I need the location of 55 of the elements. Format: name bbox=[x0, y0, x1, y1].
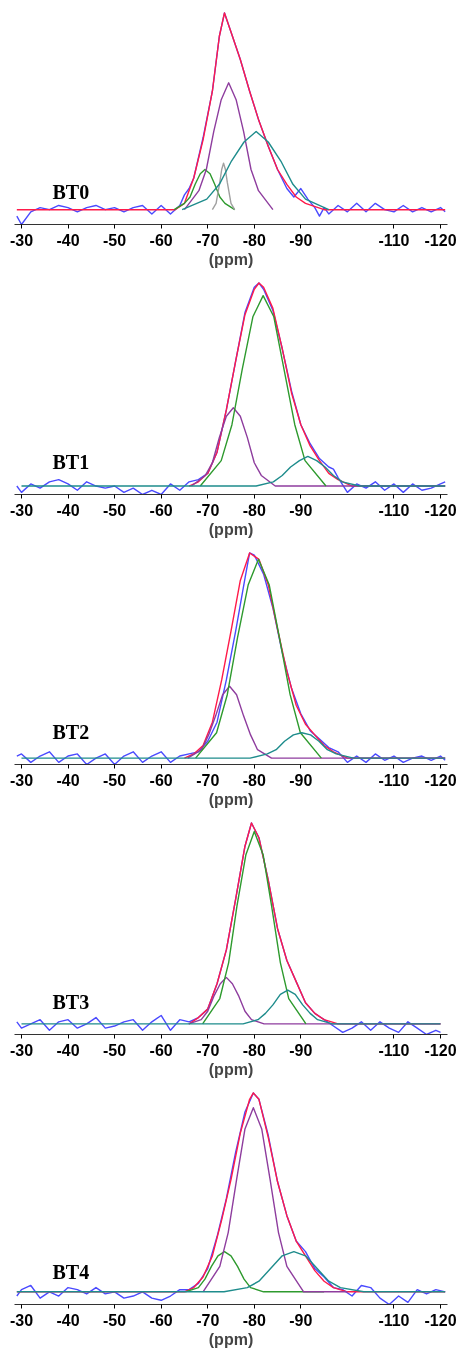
x-tick-label: -80 bbox=[242, 501, 266, 519]
x-axis-title: (ppm) bbox=[208, 1060, 254, 1078]
x-tick-label: -60 bbox=[149, 501, 173, 519]
x-tick-label: -120 bbox=[424, 501, 457, 519]
x-axis-title: (ppm) bbox=[208, 790, 254, 808]
x-tick-label: -70 bbox=[196, 1311, 220, 1329]
annotation: BT4 bbox=[52, 1261, 90, 1284]
x-tick-label: -30 bbox=[9, 771, 34, 789]
x-tick-label: -110 bbox=[378, 231, 410, 249]
x-tick-label: -50 bbox=[103, 501, 127, 519]
x-tick-label: -80 bbox=[242, 231, 266, 249]
x-tick-label: -30 bbox=[9, 231, 34, 249]
annotation: BT3 bbox=[52, 991, 90, 1014]
x-tick-label: -30 bbox=[9, 1041, 34, 1059]
x-axis-title: (ppm) bbox=[208, 520, 254, 538]
x-tick-label: -50 bbox=[103, 231, 127, 249]
x-tick-label: -70 bbox=[196, 231, 220, 249]
x-tick-label: -110 bbox=[378, 771, 410, 789]
x-tick-label: -30 bbox=[9, 1311, 34, 1329]
x-tick-label: -120 bbox=[424, 231, 457, 249]
x-tick-label: -40 bbox=[56, 771, 80, 789]
x-tick-label: -70 bbox=[196, 771, 220, 789]
x-tick-label: -120 bbox=[424, 1041, 457, 1059]
x-tick-label: -40 bbox=[56, 1041, 80, 1059]
x-tick-label: -50 bbox=[103, 1041, 127, 1059]
x-tick-label: -50 bbox=[103, 771, 127, 789]
x-tick-label: -90 bbox=[289, 771, 313, 789]
x-tick-label: -60 bbox=[149, 771, 173, 789]
x-tick-label: -110 bbox=[378, 501, 410, 519]
x-tick-label: -80 bbox=[242, 1311, 266, 1329]
x-tick-label: -120 bbox=[424, 1311, 457, 1329]
x-tick-label: -110 bbox=[378, 1041, 410, 1059]
x-tick-label: -120 bbox=[424, 771, 457, 789]
x-tick-label: -50 bbox=[103, 1311, 127, 1329]
x-tick-label: -90 bbox=[289, 1311, 313, 1329]
x-tick-label: -40 bbox=[56, 501, 80, 519]
x-tick-label: -30 bbox=[9, 501, 34, 519]
x-tick-label: -90 bbox=[289, 231, 313, 249]
x-axis-title: (ppm) bbox=[208, 250, 254, 268]
x-tick-label: -60 bbox=[149, 1041, 173, 1059]
x-tick-label: -70 bbox=[196, 1041, 220, 1059]
x-tick-label: -90 bbox=[289, 1041, 313, 1059]
x-tick-label: -80 bbox=[242, 771, 266, 789]
x-tick-label: -110 bbox=[378, 1311, 410, 1329]
x-tick-label: -90 bbox=[289, 501, 313, 519]
annotation: BT2 bbox=[52, 721, 90, 744]
annotation: BT0 bbox=[52, 181, 90, 204]
x-tick-label: -40 bbox=[56, 231, 80, 249]
x-tick-label: -80 bbox=[242, 1041, 266, 1059]
annotation: BT1 bbox=[52, 451, 90, 474]
x-tick-label: -70 bbox=[196, 501, 220, 519]
x-tick-label: -60 bbox=[149, 231, 173, 249]
x-tick-label: -40 bbox=[56, 1311, 80, 1329]
x-axis-title: (ppm) bbox=[208, 1330, 254, 1348]
x-tick-label: -60 bbox=[149, 1311, 173, 1329]
